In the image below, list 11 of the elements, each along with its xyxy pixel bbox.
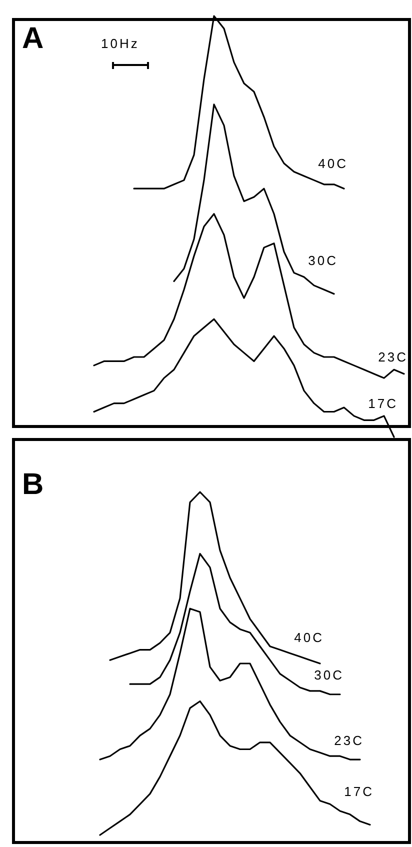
series-label: 17C <box>368 396 398 412</box>
series-label: 17C <box>344 784 374 800</box>
series-label: 30C <box>314 668 344 683</box>
annotation: 10Hz <box>101 36 140 51</box>
series-label: 23C <box>334 732 364 748</box>
chart-title: A <box>22 22 44 55</box>
series-label: 40C <box>318 156 348 172</box>
series-label: 30C <box>308 252 338 268</box>
chart-title: B <box>22 468 44 501</box>
series-label: 23C <box>378 350 408 365</box>
series-label: 40C <box>294 630 324 645</box>
